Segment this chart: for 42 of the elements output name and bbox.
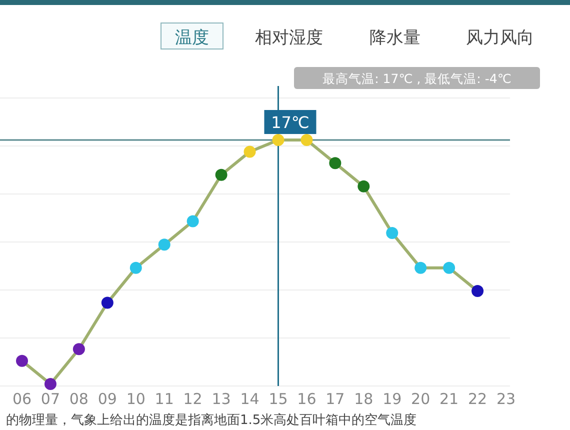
text: 的物理量，气象上给出的温度是指离地面1.5米高处百叶箱中的空气温度	[6, 412, 417, 428]
point	[300, 134, 313, 146]
x-tick-label: 23	[496, 390, 516, 408]
x-tick-label: 12	[183, 390, 202, 408]
x-tick-label: 11	[154, 390, 174, 408]
x-tick-label: 20	[411, 390, 430, 408]
point	[130, 262, 142, 274]
point	[16, 354, 28, 367]
x-tick-label: 19	[382, 390, 402, 408]
text: 风力风向	[466, 28, 534, 48]
text: 降水量	[370, 28, 420, 48]
point	[158, 238, 170, 251]
point	[272, 134, 284, 146]
x-tick-label: 18	[354, 390, 374, 408]
text: 最高气温: 17℃ , 最低气温: -4℃	[322, 71, 512, 86]
x-tick-label: 15	[268, 390, 288, 408]
point	[358, 180, 370, 192]
annotation: 17℃	[271, 113, 310, 132]
point	[443, 262, 456, 274]
x-tick-label: 06	[12, 390, 32, 408]
x-tick-label: 07	[40, 390, 60, 408]
point	[472, 285, 484, 298]
point	[414, 262, 427, 274]
point	[386, 226, 398, 239]
text: 温度	[175, 28, 209, 48]
text: 相对湿度	[255, 28, 323, 48]
x-tick-label: 16	[297, 390, 316, 408]
point	[215, 168, 228, 181]
x-tick-label: 14	[240, 390, 260, 408]
x-tick-label: 13	[212, 390, 231, 408]
point	[44, 378, 56, 390]
point	[329, 157, 342, 170]
point	[244, 146, 256, 158]
point	[72, 343, 85, 356]
x-tick-label: 09	[98, 390, 117, 408]
x-tick-label: 21	[440, 390, 459, 408]
point	[186, 215, 199, 228]
point	[101, 296, 114, 309]
x-tick-label: 17	[326, 390, 345, 408]
x-tick-label: 22	[468, 390, 488, 408]
x-tick-label: 08	[69, 390, 88, 408]
x-tick-label: 10	[126, 390, 146, 408]
